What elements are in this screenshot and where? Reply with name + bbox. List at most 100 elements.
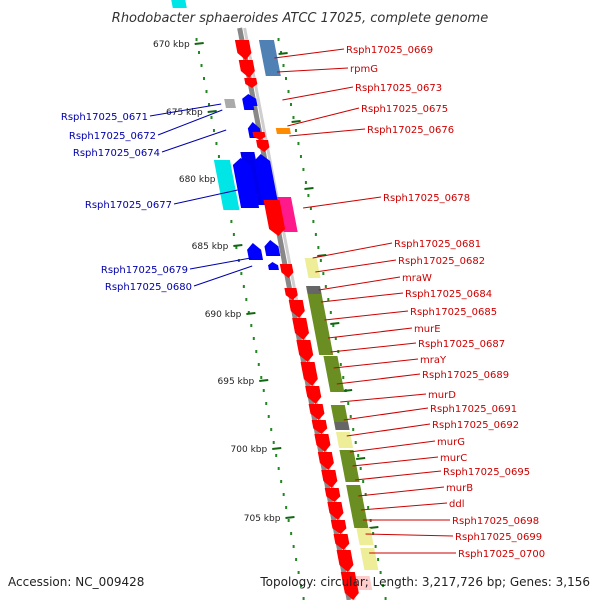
track-dot bbox=[304, 181, 307, 184]
gene-label-left: Rsph17025_0672 bbox=[69, 131, 156, 142]
track-dot bbox=[290, 532, 293, 535]
gene-label-right: Rsph17025_0699 bbox=[455, 532, 542, 543]
gene-label-left: Rsph17025_0671 bbox=[61, 112, 148, 123]
reverse-gene-arrow bbox=[264, 240, 281, 256]
gene-label-right: Rsph17025_0675 bbox=[361, 104, 448, 115]
forward-gene-arrow bbox=[336, 550, 354, 572]
feature-block bbox=[335, 432, 354, 448]
forward-gene-arrow bbox=[321, 470, 338, 488]
accession-text: Accession: NC_009428 bbox=[8, 575, 144, 589]
track-dot bbox=[282, 493, 285, 496]
leader-line-right bbox=[282, 86, 354, 101]
leader-line-right bbox=[287, 107, 360, 127]
track-dot bbox=[282, 64, 285, 67]
forward-gene-arrow bbox=[314, 434, 331, 452]
feature-block bbox=[334, 422, 350, 430]
label-leaders bbox=[149, 48, 456, 554]
leader-line-right bbox=[289, 128, 366, 137]
leader-line-right bbox=[330, 342, 417, 353]
feature-block bbox=[356, 528, 374, 545]
track-dot bbox=[300, 584, 303, 587]
track-dot bbox=[319, 259, 322, 262]
forward-gene-arrow bbox=[238, 60, 255, 78]
gene-label-right: Rsph17025_0678 bbox=[383, 193, 470, 204]
leader-line-right bbox=[340, 393, 427, 403]
gene-label-right: Rsph17025_0673 bbox=[355, 83, 442, 94]
forward-gene-arrow bbox=[311, 420, 328, 434]
track-dot bbox=[195, 38, 198, 41]
track-dot bbox=[297, 142, 300, 145]
track-dot bbox=[247, 311, 250, 314]
track-dot bbox=[352, 428, 355, 431]
scale-tick-right bbox=[291, 120, 301, 123]
leader-line-left bbox=[149, 103, 222, 117]
leader-line-left bbox=[157, 109, 223, 136]
feature-block bbox=[330, 405, 349, 422]
forward-gene-arrow bbox=[308, 404, 325, 420]
forward-gene-arrow bbox=[234, 40, 252, 60]
feature-block bbox=[323, 356, 345, 392]
gene-label-left: Rsph17025_0679 bbox=[101, 265, 188, 276]
track-dot bbox=[377, 558, 380, 561]
track-dot bbox=[207, 103, 210, 106]
track-dot bbox=[374, 545, 377, 548]
track-dot bbox=[299, 155, 302, 158]
track-dot bbox=[287, 90, 290, 93]
leader-line-left bbox=[173, 189, 238, 205]
feature-block bbox=[355, 576, 373, 590]
track-dot bbox=[317, 246, 320, 249]
gene-label-right: Rsph17025_0676 bbox=[367, 125, 454, 136]
gene-label-right: Rsph17025_0695 bbox=[443, 467, 530, 478]
scale-tick-right bbox=[369, 526, 379, 529]
forward-gene-arrow bbox=[305, 386, 322, 404]
gene-label-right: murB bbox=[446, 483, 473, 494]
track-dot bbox=[357, 454, 360, 457]
track-dot bbox=[277, 38, 280, 41]
feature-block bbox=[339, 450, 360, 482]
gene-label-right: rpmG bbox=[350, 64, 378, 75]
reverse-gene-arrow bbox=[243, 103, 255, 110]
scale-tick bbox=[233, 244, 243, 247]
scale-label: 705 kbp bbox=[244, 514, 281, 524]
track-dot bbox=[309, 207, 312, 210]
track-dot bbox=[242, 285, 245, 288]
track-dot bbox=[324, 285, 327, 288]
track-dot bbox=[289, 103, 292, 106]
forward-gene-arrow bbox=[284, 288, 298, 300]
leader-line-right bbox=[343, 407, 429, 421]
gene-label-right: Rsph17025_0685 bbox=[410, 307, 497, 318]
leader-line-right bbox=[321, 292, 404, 303]
gene-label-right: Rsph17025_0692 bbox=[432, 420, 519, 431]
forward-gene-arrow bbox=[292, 318, 310, 340]
track-dot bbox=[277, 467, 280, 470]
feature-block bbox=[224, 99, 236, 108]
leader-line-right bbox=[358, 486, 445, 497]
track-dot bbox=[257, 363, 260, 366]
track-dot bbox=[364, 493, 367, 496]
leader-line-right bbox=[303, 196, 382, 209]
gene-label-left: Rsph17025_0680 bbox=[105, 282, 192, 293]
leader-line-right bbox=[352, 456, 439, 467]
track-dot bbox=[327, 298, 330, 301]
track-dot bbox=[232, 233, 235, 236]
reverse-gene-arrow bbox=[242, 94, 258, 106]
scale-label: 690 kbp bbox=[205, 310, 242, 320]
track-dot bbox=[292, 116, 295, 119]
gene-label-right: Rsph17025_0669 bbox=[346, 45, 433, 56]
gene-label-right: Rsph17025_0689 bbox=[422, 370, 509, 381]
track-dot bbox=[314, 233, 317, 236]
track-dot bbox=[205, 90, 208, 93]
scale-ticks: 670 kbp 675 kbp 680 kbp 685 kbp 690 kbp 695 k… bbox=[153, 40, 379, 529]
forward-gene-arrow bbox=[317, 452, 334, 470]
forward-gene-arrow bbox=[330, 520, 347, 534]
track-dot bbox=[255, 350, 258, 353]
track-dot bbox=[250, 324, 253, 327]
reverse-gene-arrow bbox=[247, 243, 264, 260]
feature-block bbox=[262, 60, 281, 76]
scale-tick-right bbox=[317, 254, 327, 257]
gene-label-right: Rsph17025_0684 bbox=[405, 289, 492, 300]
scale-tick-right bbox=[343, 389, 353, 392]
gene-label-right: Rsph17025_0700 bbox=[458, 549, 545, 560]
gene-label-right: ddl bbox=[449, 499, 464, 510]
